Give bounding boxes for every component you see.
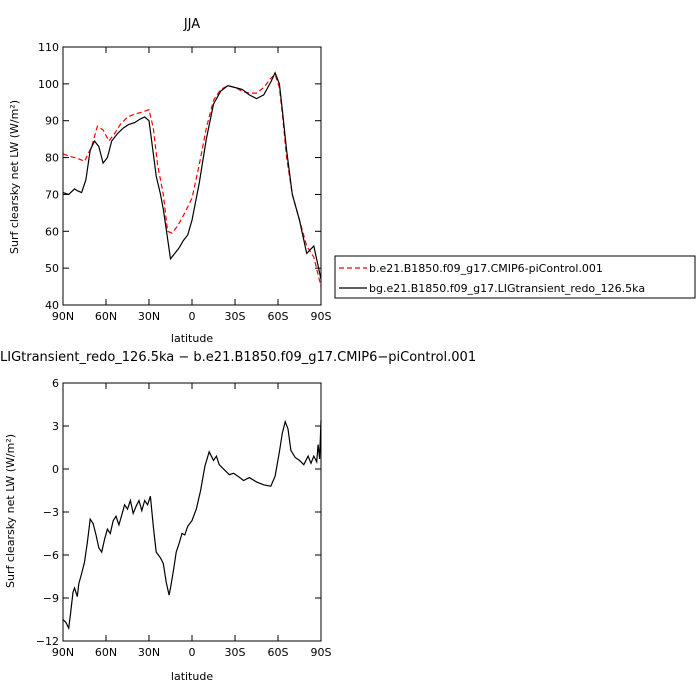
y-tick-label: 100	[38, 78, 59, 91]
x-tick-label: 90N	[52, 310, 74, 323]
bottom-series-group	[62, 419, 322, 631]
x-tick-label: 60S	[268, 646, 289, 659]
y-tick-label: −6	[43, 549, 59, 562]
legend: b.e21.B1850.f09_g17.CMIP6-piControl.001 …	[334, 255, 696, 299]
y-tick-label: 80	[45, 152, 59, 165]
panel-bottom: LIGtransient_redo_126.5ka − b.e21.B1850.…	[0, 350, 476, 683]
top-chart-title: JJA	[183, 17, 200, 32]
y-tick-label: −9	[43, 592, 59, 605]
y-tick-label: 0	[52, 463, 59, 476]
y-tick-label: 90	[45, 115, 59, 128]
x-tick-label: 30S	[225, 310, 246, 323]
top-y-axis-label: Surf clearsky net LW (W/m²)	[8, 100, 21, 254]
legend-box	[334, 255, 696, 299]
y-tick-label: 6	[52, 377, 59, 390]
bottom-x-axis-label: latitude	[171, 670, 213, 683]
y-tick-label: 3	[52, 420, 59, 433]
panel-top: JJA Surf clearsky net LW (W/m²) latitude…	[8, 17, 332, 345]
x-tick-label: 0	[189, 646, 196, 659]
x-tick-label: 90S	[311, 646, 332, 659]
x-tick-label: 60N	[95, 310, 117, 323]
legend-label-lig: bg.e21.B1850.f09_g17.LIGtransient_redo_1…	[369, 282, 645, 295]
top-x-axis-label: latitude	[171, 332, 213, 345]
x-tick-label: 90S	[311, 310, 332, 323]
bottom-chart-title: LIGtransient_redo_126.5ka − b.e21.B1850.…	[0, 350, 476, 365]
x-tick-label: 30N	[138, 646, 160, 659]
x-tick-label: 0	[189, 310, 196, 323]
x-tick-label: 60S	[268, 310, 289, 323]
x-tick-label: 60N	[95, 646, 117, 659]
y-tick-label: 50	[45, 262, 59, 275]
y-tick-label: −3	[43, 506, 59, 519]
legend-label-control: b.e21.B1850.f09_g17.CMIP6-piControl.001	[369, 262, 603, 275]
bottom-axis-ticks: 90N 60N 30N 0 30S 60S 90S −12 −9 −6 −3 0 3 6	[36, 377, 332, 659]
series-line-0	[62, 419, 322, 631]
top-series-group	[62, 71, 322, 287]
x-tick-label: 30S	[225, 646, 246, 659]
y-tick-label: 110	[38, 41, 59, 54]
bottom-plot-frame	[62, 382, 322, 642]
series-line-1	[62, 71, 322, 280]
y-tick-label: −12	[36, 635, 59, 648]
y-tick-label: 60	[45, 225, 59, 238]
bottom-y-axis-label: Surf clearsky net LW (W/m²)	[4, 434, 17, 588]
top-plot-frame	[62, 46, 322, 306]
x-tick-label: 30N	[138, 310, 160, 323]
y-tick-label: 70	[45, 188, 59, 201]
y-tick-label: 40	[45, 299, 59, 312]
x-tick-label: 90N	[52, 646, 74, 659]
top-axis-ticks: 90N 60N 30N 0 30S 60S 90S 40 50 60 70 80 90 100 110	[38, 41, 332, 323]
